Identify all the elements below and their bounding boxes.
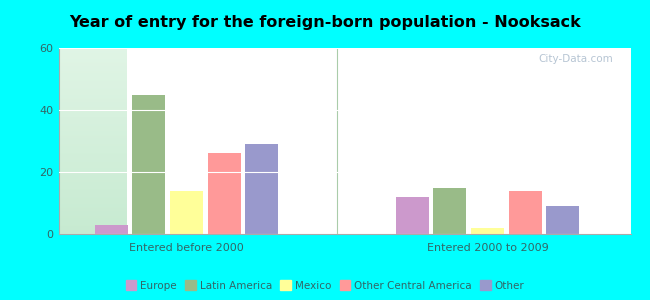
Bar	[471, 228, 504, 234]
Text: Year of entry for the foreign-born population - Nooksack: Year of entry for the foreign-born popul…	[69, 15, 581, 30]
Bar	[245, 144, 278, 234]
Bar	[396, 197, 429, 234]
Bar	[508, 190, 541, 234]
Legend: Europe, Latin America, Mexico, Other Central America, Other: Europe, Latin America, Mexico, Other Cen…	[122, 276, 528, 295]
Text: Entered before 2000: Entered before 2000	[129, 243, 244, 253]
Bar	[546, 206, 579, 234]
Bar	[207, 153, 240, 234]
Bar	[170, 190, 203, 234]
Text: City-Data.com: City-Data.com	[539, 54, 614, 64]
Bar	[434, 188, 467, 234]
Bar	[95, 225, 128, 234]
Bar	[132, 94, 165, 234]
Text: Entered 2000 to 2009: Entered 2000 to 2009	[426, 243, 549, 253]
